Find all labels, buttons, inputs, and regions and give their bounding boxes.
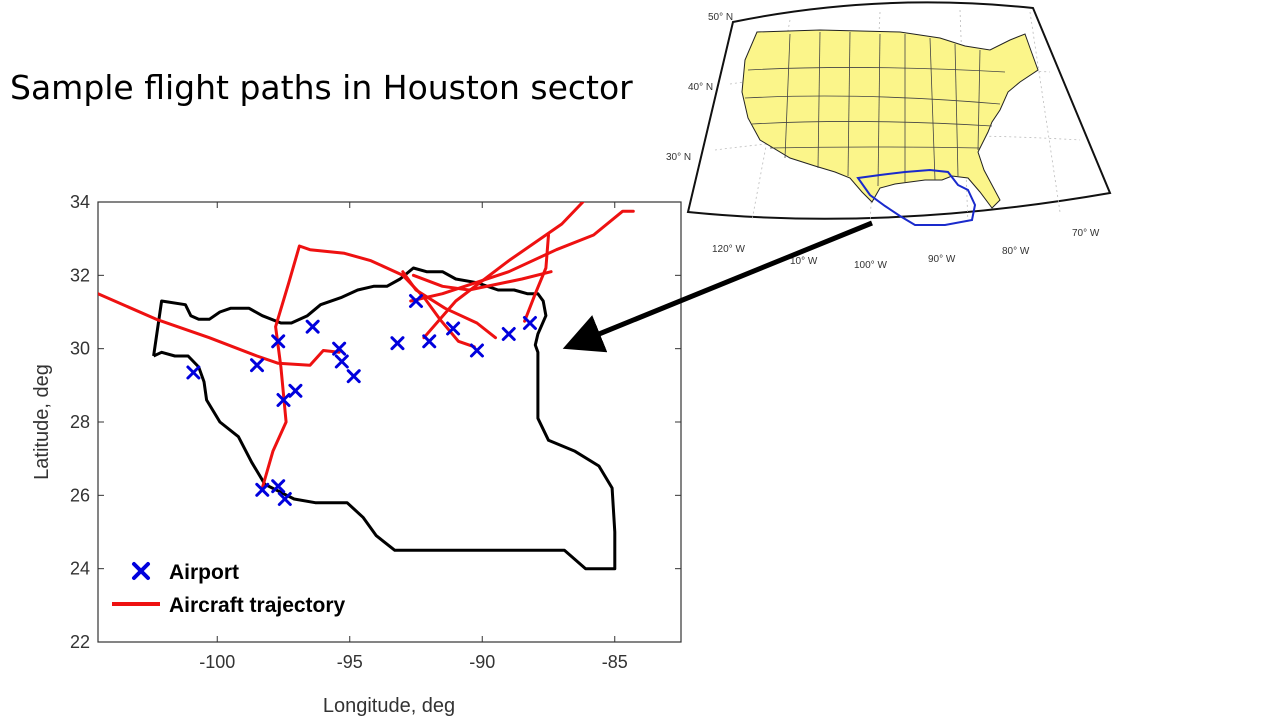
airport-marker <box>422 334 437 349</box>
airport-marker <box>409 294 423 308</box>
y-tick-label: 26 <box>70 485 90 505</box>
trajectory-line <box>422 202 585 340</box>
lon-label-70w: 70° W <box>1072 228 1100 239</box>
x-tick-label: -90 <box>469 652 495 672</box>
y-axis-ticks: 22 24 26 28 30 32 34 <box>70 192 681 652</box>
y-tick-label: 22 <box>70 632 90 652</box>
airport-marker <box>271 334 286 349</box>
sector-boundary <box>152 266 617 571</box>
lat-label-50n: 50° N <box>708 12 733 23</box>
houston-sector-outline <box>856 168 977 226</box>
legend-airport-marker <box>132 562 150 580</box>
airport-marker <box>186 365 201 380</box>
airport-marker <box>276 393 291 407</box>
airport-marker <box>255 482 270 497</box>
trajectory-line <box>401 270 497 340</box>
legend-trajectory-label: Aircraft trajectory <box>169 594 346 617</box>
lon-label-110w: 10° W <box>790 256 818 267</box>
airport-marker <box>250 358 264 373</box>
y-tick-label: 30 <box>70 339 90 359</box>
lon-label-100w: 100° W <box>854 260 887 271</box>
y-axis-title: Latitude, deg <box>31 364 53 480</box>
x-axis-title: Longitude, deg <box>323 695 455 717</box>
state-borders <box>744 31 1006 187</box>
airport-marker <box>446 321 461 336</box>
airport-marker <box>522 316 537 330</box>
y-tick-label: 28 <box>70 412 90 432</box>
plot-clipped-group <box>98 202 635 571</box>
lat-label-30n: 30° N <box>666 152 691 163</box>
trajectory-line <box>98 292 341 367</box>
x-tick-label: -100 <box>199 652 235 672</box>
airport-marker <box>271 479 286 494</box>
airport-marker <box>334 354 349 369</box>
airport-marker <box>288 383 303 398</box>
x-axis-ticks: -100 -95 -90 -85 <box>199 202 628 672</box>
y-tick-label: 34 <box>70 192 90 212</box>
lon-label-120w: 120° W <box>712 244 745 255</box>
airport-marker <box>501 327 516 341</box>
airport-marker <box>332 341 347 356</box>
airport-marker <box>277 492 292 506</box>
y-tick-label: 24 <box>70 559 90 579</box>
slide-title: Sample flight paths in Houston sector <box>10 68 633 107</box>
legend-airport-label: Airport <box>169 561 239 584</box>
trajectory-line <box>260 244 476 490</box>
x-tick-label: -85 <box>602 652 628 672</box>
airport-marker <box>305 319 320 334</box>
y-tick-label: 32 <box>70 265 90 285</box>
lon-label-90w: 90° W <box>928 254 956 265</box>
trajectory-line <box>523 233 550 323</box>
airport-marker <box>469 343 484 358</box>
airport-marker <box>390 336 405 351</box>
x-tick-label: -95 <box>337 652 363 672</box>
lat-label-40n: 40° N <box>688 82 713 93</box>
trajectory-line <box>409 209 635 303</box>
lon-label-80w: 80° W <box>1002 246 1030 257</box>
plot-content <box>98 202 635 571</box>
airport-marker <box>346 369 361 384</box>
trajectory-line <box>411 270 553 292</box>
legend: Airport Aircraft trajectory <box>112 561 346 617</box>
